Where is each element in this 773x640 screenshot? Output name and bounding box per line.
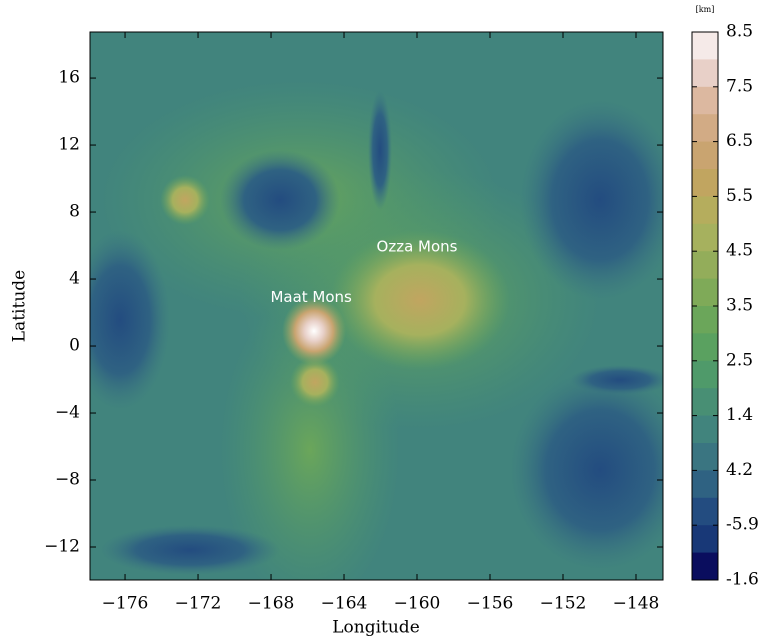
y-tick-label: −8 [55, 470, 80, 490]
colorbar-band [692, 306, 718, 334]
y-tick-label: 16 [58, 68, 80, 88]
x-tick-label: −168 [248, 594, 295, 614]
colorbar-band [692, 497, 718, 526]
colorbar-band [692, 169, 718, 197]
colorbar-label: 6.5 [726, 131, 753, 151]
colorbar-band [692, 415, 718, 444]
colorbar-label: -5.9 [726, 515, 759, 535]
x-tick-label: −156 [467, 594, 514, 614]
terrain-field [90, 32, 663, 580]
colorbar-band [692, 86, 718, 115]
colorbar-band [692, 470, 718, 499]
x-tick-label: −160 [394, 594, 441, 614]
colorbar-band [692, 223, 718, 252]
colorbar-band [692, 196, 718, 225]
colorbar-label: 7.5 [726, 76, 753, 96]
y-tick-label: −12 [44, 537, 80, 557]
colorbar-band [692, 278, 718, 307]
y-tick-label: 8 [69, 202, 80, 222]
colorbar-band [692, 32, 718, 60]
colorbar-label: 1.4 [726, 405, 753, 425]
plot-frame [89, 31, 664, 581]
colorbar-label: 2.5 [726, 350, 753, 370]
x-tick-label: −148 [613, 594, 660, 614]
x-tick-label: −176 [102, 594, 149, 614]
colorbar-unit: [km] [696, 5, 715, 14]
y-tick-label: 4 [69, 269, 80, 289]
colorbar-band [692, 141, 718, 170]
x-axis-label: Longitude [332, 618, 420, 638]
colorbar-band [692, 360, 718, 389]
x-tick-label: −164 [321, 594, 368, 614]
colorbar-band [692, 388, 718, 417]
colorbar-band [692, 525, 718, 554]
x-tick-label: −172 [175, 594, 222, 614]
colorbar-band [692, 333, 718, 362]
colorbar-label: 5.5 [726, 186, 753, 206]
colorbar-band [692, 59, 718, 88]
colorbar-band [692, 114, 718, 143]
colorbar-label: 4.2 [726, 460, 753, 480]
colorbar-label: -1.6 [726, 570, 759, 590]
annotation: Ozza Mons [377, 238, 458, 256]
colorbar-label: 8.5 [726, 22, 753, 42]
x-tick-label: −152 [540, 594, 587, 614]
colorbar-band [692, 443, 718, 471]
colorbar-label: 4.5 [726, 241, 753, 261]
colorbar-label: 3.5 [726, 296, 753, 316]
y-tick-label: −4 [55, 403, 80, 423]
y-tick-label: 12 [58, 135, 80, 155]
y-tick-label: 0 [69, 336, 80, 356]
y-axis-label: Latitude [10, 270, 30, 342]
colorbar-band [692, 552, 718, 581]
colorbar-band [692, 251, 718, 280]
annotation: Maat Mons [270, 288, 352, 306]
